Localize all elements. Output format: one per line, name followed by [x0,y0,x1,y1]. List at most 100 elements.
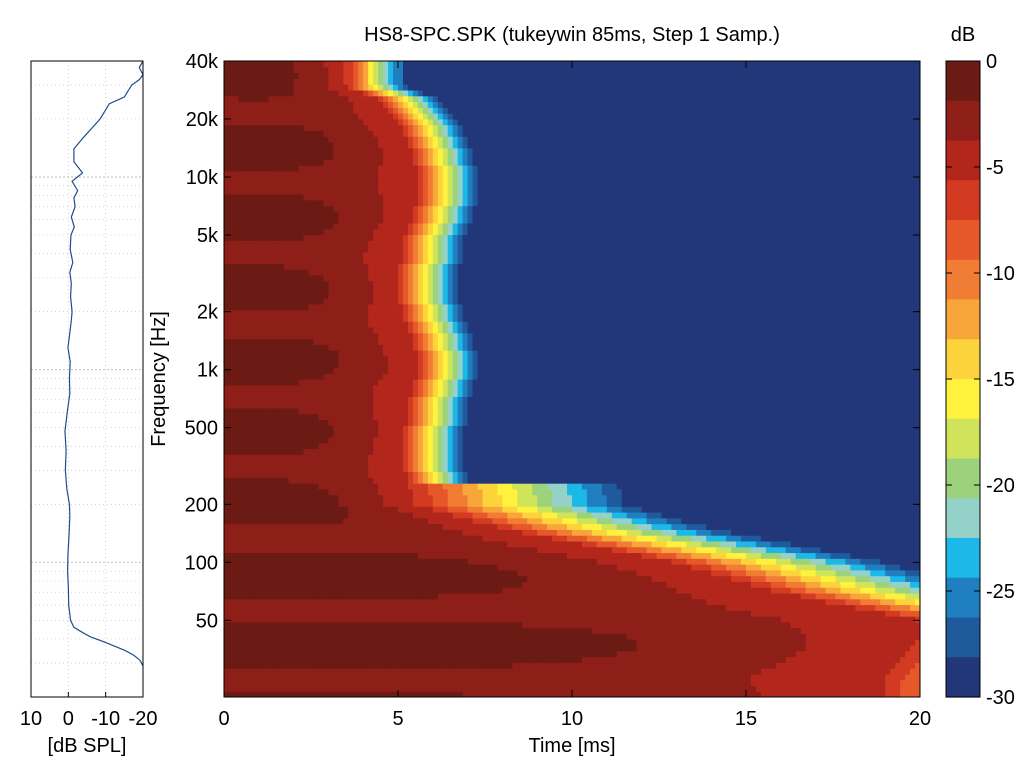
heatmap-cell [482,604,489,611]
heatmap-cell [512,540,518,548]
heatmap-cell [537,540,543,548]
heatmap-cell [616,668,623,675]
heatmap-cell [611,592,618,600]
heatmap-cell [701,552,707,559]
heatmap-cell [586,639,593,646]
heatmap-cell [661,552,668,559]
heatmap-cell [407,610,414,617]
heatmap-cell [487,668,494,675]
heatmap-cell [532,633,538,640]
heatmap-cell [900,552,906,559]
heatmap-cell [562,506,568,513]
heatmap-cell [343,581,349,588]
heatmap-cell [353,610,359,617]
heatmap-cell [840,546,847,554]
heatmap-cell [666,546,673,554]
heatmap-cell [412,656,419,663]
heatmap-cell [328,500,334,507]
heatmap-cell [656,546,663,554]
heatmap-cell [353,494,359,502]
heatmap-cell [865,587,871,594]
heatmap-cell [248,644,255,652]
heatmap-cell [885,535,891,542]
heatmap-cell [253,685,260,692]
heatmap-cell [253,488,260,496]
heatmap-cell [527,627,533,634]
heatmap-cell [412,500,419,507]
heatmap-cell [303,494,310,502]
heatmap-cell [417,587,424,594]
heatmap-cell [890,679,896,687]
heatmap-cell [467,581,474,588]
heatmap-cell [293,587,300,594]
heatmap-cell [596,552,603,559]
heatmap-cell [696,604,702,611]
heatmap-cell [283,569,290,577]
heatmap-cell [363,488,369,496]
heatmap-cell [596,529,603,536]
heatmap-cell [432,679,439,687]
heatmap-cell [631,691,638,697]
heatmap-cell [512,679,518,687]
heatmap-cell [238,581,245,588]
heatmap-cell [790,668,797,675]
heatmap-cell [800,679,807,687]
heatmap-cell [696,587,702,594]
heatmap-cell [661,500,668,507]
heatmap-cell [905,506,911,513]
heatmap-cell [557,604,563,611]
heatmap-cell [527,650,533,658]
heatmap-cell [815,569,822,577]
heatmap-cell [666,662,673,669]
heatmap-cell [378,529,384,536]
heatmap-cell [706,529,712,536]
heatmap-cell [557,552,563,559]
heatmap-cell [512,668,518,675]
heatmap-cell [721,598,727,606]
heatmap-cell [631,610,638,617]
heatmap-cell [716,500,722,507]
heatmap-cell [572,679,578,687]
heatmap-cell [840,673,847,681]
heatmap-cell [835,500,842,507]
heatmap-cell [760,656,767,663]
heatmap-cell [224,517,230,525]
heatmap-cell [293,529,300,536]
heatmap-cell [576,517,583,525]
heatmap-cell [224,633,230,640]
heatmap-cell [656,540,663,548]
heatmap-cell [497,546,503,554]
heatmap-cell [810,656,817,663]
heatmap-cell [636,604,643,611]
heatmap-cell [447,679,454,687]
heatmap-cell [860,673,866,681]
heatmap-cell [422,662,429,669]
heatmap-cell [263,587,270,594]
heatmap-cell [711,673,717,681]
heatmap-cell [293,633,300,640]
heatmap-cell [253,662,260,669]
heatmap-cell [328,691,334,697]
heatmap-cell [711,546,717,554]
heatmap-cell [631,644,638,652]
heatmap-cell [308,546,315,554]
heatmap-cell [383,650,389,658]
heatmap-cell [681,523,687,530]
heatmap-cell [651,650,658,658]
heatmap-cell [870,517,876,525]
heatmap-cell [417,679,424,687]
heatmap-cell [900,587,906,594]
heatmap-cell [895,523,901,530]
heatmap-cell [726,662,732,669]
heatmap-cell [601,552,608,559]
heatmap-cell [248,587,255,594]
heatmap-cell [815,511,822,519]
heatmap-cell [900,627,906,634]
heatmap-cell [850,535,856,542]
heatmap-cell [437,494,444,502]
heatmap-cell [407,679,414,687]
heatmap-cell [905,592,911,600]
heatmap-cell [268,616,275,623]
heatmap-cell [283,517,290,525]
heatmap-cell [711,650,717,658]
